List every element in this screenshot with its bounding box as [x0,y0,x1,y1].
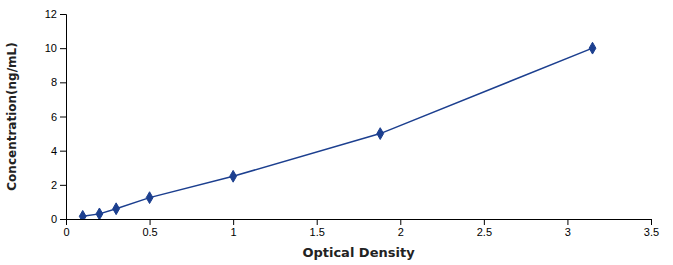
x-tick-mark [651,219,652,225]
marks [79,42,596,219]
x-tick: 2.5 [477,219,492,238]
y-tick-label: 0 [51,213,57,225]
point [96,208,103,219]
y-axis: 0 2 4 6 8 10 12 [45,8,67,225]
point [230,170,237,182]
x-tick-mark [567,219,568,225]
y-tick-label: 12 [45,8,57,20]
x-tick-mark [233,219,234,225]
x-tick-label: 0.5 [142,226,157,238]
y-tick: 10 [45,42,66,54]
x-tick: 3.5 [644,219,659,238]
x-tick: 2 [398,219,404,238]
y-axis-title: Concentration(ng/mL) [5,42,19,190]
x-tick: 1 [231,219,237,238]
y-tick-mark [60,219,66,220]
x-tick-mark [317,219,318,225]
y-tick-mark [60,82,66,83]
y-tick-label: 8 [51,76,57,88]
point [589,42,596,54]
y-tick-mark [60,117,66,118]
x-tick-label: 3 [565,226,571,238]
point [79,210,86,219]
y-tick-label: 10 [45,42,57,54]
point [377,128,384,140]
x-tick: 1.5 [310,219,325,238]
y-tick: 6 [51,111,66,123]
x-tick-label: 2.5 [477,226,492,238]
x-tick-mark [400,219,401,225]
y-tick: 2 [51,179,66,191]
y-tick-label: 6 [51,111,57,123]
x-axis: 0 0.5 1 1.5 2 2.5 3 3.5 [63,219,659,238]
point [113,203,120,215]
x-tick-label: 1 [231,226,237,238]
x-tick-label: 1.5 [310,226,325,238]
x-tick: 0.5 [142,219,157,238]
x-axis-title: Optical Density [302,245,415,260]
y-tick-label: 2 [51,179,57,191]
x-tick-label: 2 [398,226,404,238]
x-tick-mark [484,219,485,225]
x-tick-mark [150,219,151,225]
y-tick: 8 [51,76,66,88]
x-tick: 3 [565,219,571,238]
y-tick-mark [60,48,66,49]
x-tick-label: 3.5 [644,226,659,238]
x-tick: 0 [63,219,69,238]
x-tick-label: 0 [63,226,69,238]
x-axis-line [67,220,652,226]
chart: 0 0.5 1 1.5 2 2.5 3 3.5 0 2 4 6 8 10 12 Optical Density… [0,0,673,265]
line [83,48,593,216]
y-axis-line [60,15,67,220]
y-tick: 0 [51,213,66,225]
y-tick: 4 [51,145,66,157]
plot: 0 0.5 1 1.5 2 2.5 3 3.5 0 2 4 6 8 10 12 [45,8,659,238]
y-tick-mark [60,151,66,152]
point [146,192,153,204]
y-tick-mark [60,185,66,186]
y-tick-label: 4 [51,145,57,157]
y-tick: 12 [45,8,66,20]
y-tick-mark [60,14,66,15]
